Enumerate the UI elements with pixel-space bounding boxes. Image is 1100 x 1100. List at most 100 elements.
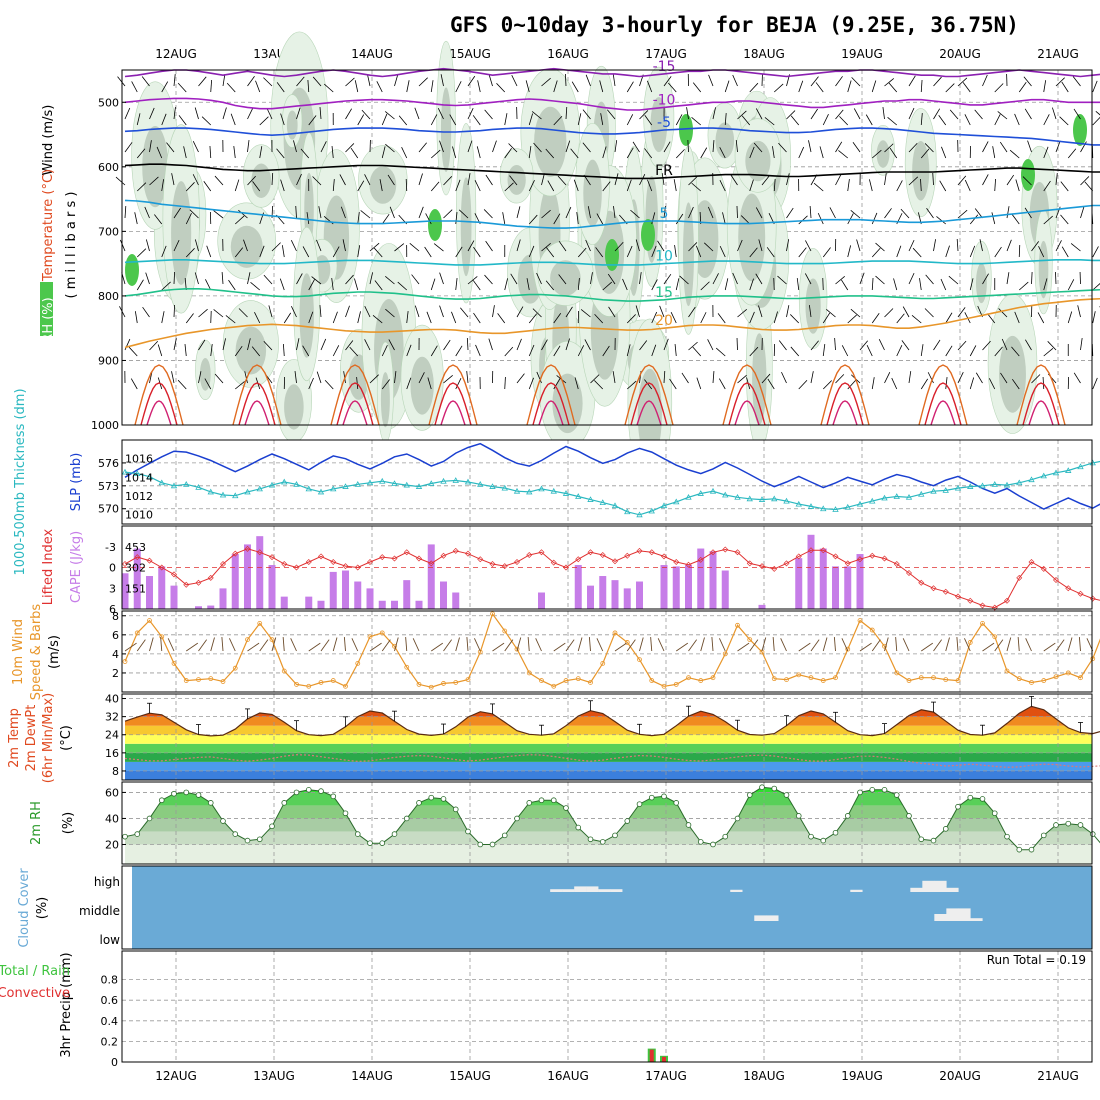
wind-barb xyxy=(587,206,591,219)
wind-barb xyxy=(173,304,175,318)
wind-barb xyxy=(987,313,996,324)
wind-barb xyxy=(183,146,187,159)
rh-blob-high xyxy=(1021,159,1035,191)
wind-barb xyxy=(279,278,285,291)
lifted-index-marker xyxy=(281,561,288,568)
thickness-marker xyxy=(697,490,704,496)
wind-barb xyxy=(564,73,567,87)
surface-isotherm xyxy=(924,382,962,426)
wind-barb xyxy=(786,207,794,219)
precip-tick-label: 0.4 xyxy=(101,1015,119,1028)
wind-10m-barb xyxy=(596,638,604,652)
wind-barb xyxy=(213,309,224,318)
wind-barb xyxy=(1025,339,1032,351)
lifted-index-marker xyxy=(722,546,729,553)
wind-barb xyxy=(632,141,640,153)
wind-barb xyxy=(192,174,199,186)
lifted-index-marker xyxy=(844,560,851,567)
wind-barb xyxy=(577,278,580,291)
wind-10m-barb xyxy=(737,642,750,652)
wind-barb xyxy=(136,148,146,159)
thickness-marker xyxy=(342,483,349,489)
wind-barb xyxy=(735,140,738,153)
wind-barb xyxy=(651,311,658,324)
lifted-index-marker xyxy=(918,579,925,586)
wind-speed-marker xyxy=(281,668,287,674)
wind-speed-marker xyxy=(1078,675,1083,681)
cape-bar xyxy=(538,592,545,609)
wind-barb xyxy=(1006,174,1015,186)
wind-barb xyxy=(492,140,497,153)
wind-speed-marker xyxy=(404,664,410,670)
wind-barb xyxy=(835,374,845,384)
rh-marker xyxy=(1028,846,1035,853)
surface-isotherm xyxy=(820,364,870,426)
thickness-marker xyxy=(134,470,141,477)
wind-10m-barb xyxy=(822,637,828,652)
wind-barb xyxy=(379,179,383,192)
rh-blob-mid xyxy=(682,202,694,307)
wind-barb xyxy=(528,146,532,159)
wind-barb xyxy=(673,179,677,192)
wind-barb xyxy=(414,305,420,318)
rh-marker xyxy=(636,801,643,807)
surface-isotherm xyxy=(728,382,766,426)
wind-barb xyxy=(574,377,579,390)
wind-speed-marker xyxy=(710,675,716,681)
wind-10m-barb xyxy=(455,637,460,652)
wind-barb xyxy=(847,314,857,324)
wind-barb xyxy=(896,313,905,324)
lifted-index-marker xyxy=(452,547,459,554)
thickness-marker xyxy=(428,480,435,486)
slp-tick-label: 1014 xyxy=(125,471,153,484)
bottom-date-label: 18AUG xyxy=(743,1069,785,1083)
wind-barb xyxy=(198,308,208,318)
wind-barb xyxy=(558,274,567,285)
thickness-marker xyxy=(1028,476,1035,483)
rh-blob-mid xyxy=(410,356,434,415)
cape-bar xyxy=(807,534,815,609)
wind-barb xyxy=(663,76,672,87)
wind-barb xyxy=(128,346,138,357)
thickness-marker xyxy=(1077,463,1084,470)
wind-barb xyxy=(1006,206,1010,219)
wind-speed-marker xyxy=(918,675,924,681)
wind-barb xyxy=(576,212,579,225)
wind-barb xyxy=(553,80,558,93)
lifted-index-marker xyxy=(673,558,680,565)
thickness-marker xyxy=(991,480,998,487)
wind-barb xyxy=(184,278,187,291)
lifted-index-marker xyxy=(269,554,275,561)
wind-speed-marker xyxy=(551,683,557,689)
lifted-index-marker xyxy=(930,585,937,592)
lifted-index-marker xyxy=(514,558,520,565)
lifted-index-marker xyxy=(207,574,214,581)
wind-barb xyxy=(708,74,714,87)
thickness-marker xyxy=(526,488,533,495)
wind-barb xyxy=(201,116,212,126)
wind-barb xyxy=(467,75,476,87)
rh-marker xyxy=(575,824,582,831)
lifted-index-marker xyxy=(526,552,533,559)
isotherm-label: 15 xyxy=(655,285,673,301)
wind-speed-marker xyxy=(992,634,998,640)
cape-bar xyxy=(280,596,288,609)
ylabel-cloud-2: (%) xyxy=(35,897,50,920)
cloud-level-label: middle xyxy=(79,904,120,918)
wind-barb xyxy=(1092,246,1099,258)
wind-barb xyxy=(703,242,714,252)
wind-speed-line xyxy=(124,612,1100,688)
lifted-index-marker xyxy=(1089,595,1096,602)
wind-barb xyxy=(669,378,677,390)
wind-barb xyxy=(1060,214,1069,225)
lifted-index-marker xyxy=(305,558,312,565)
wind-barb xyxy=(255,80,261,93)
wind-barb xyxy=(1080,206,1085,219)
bottom-date-label: 20AUG xyxy=(939,1069,981,1083)
cape-bar xyxy=(256,536,264,609)
wind-10m-barb xyxy=(688,639,698,652)
ylabel-cape: CAPE (J/kg) xyxy=(69,531,84,603)
surface-isotherm xyxy=(342,400,368,426)
surface-isotherm xyxy=(146,400,172,426)
wind-barb xyxy=(919,278,922,291)
